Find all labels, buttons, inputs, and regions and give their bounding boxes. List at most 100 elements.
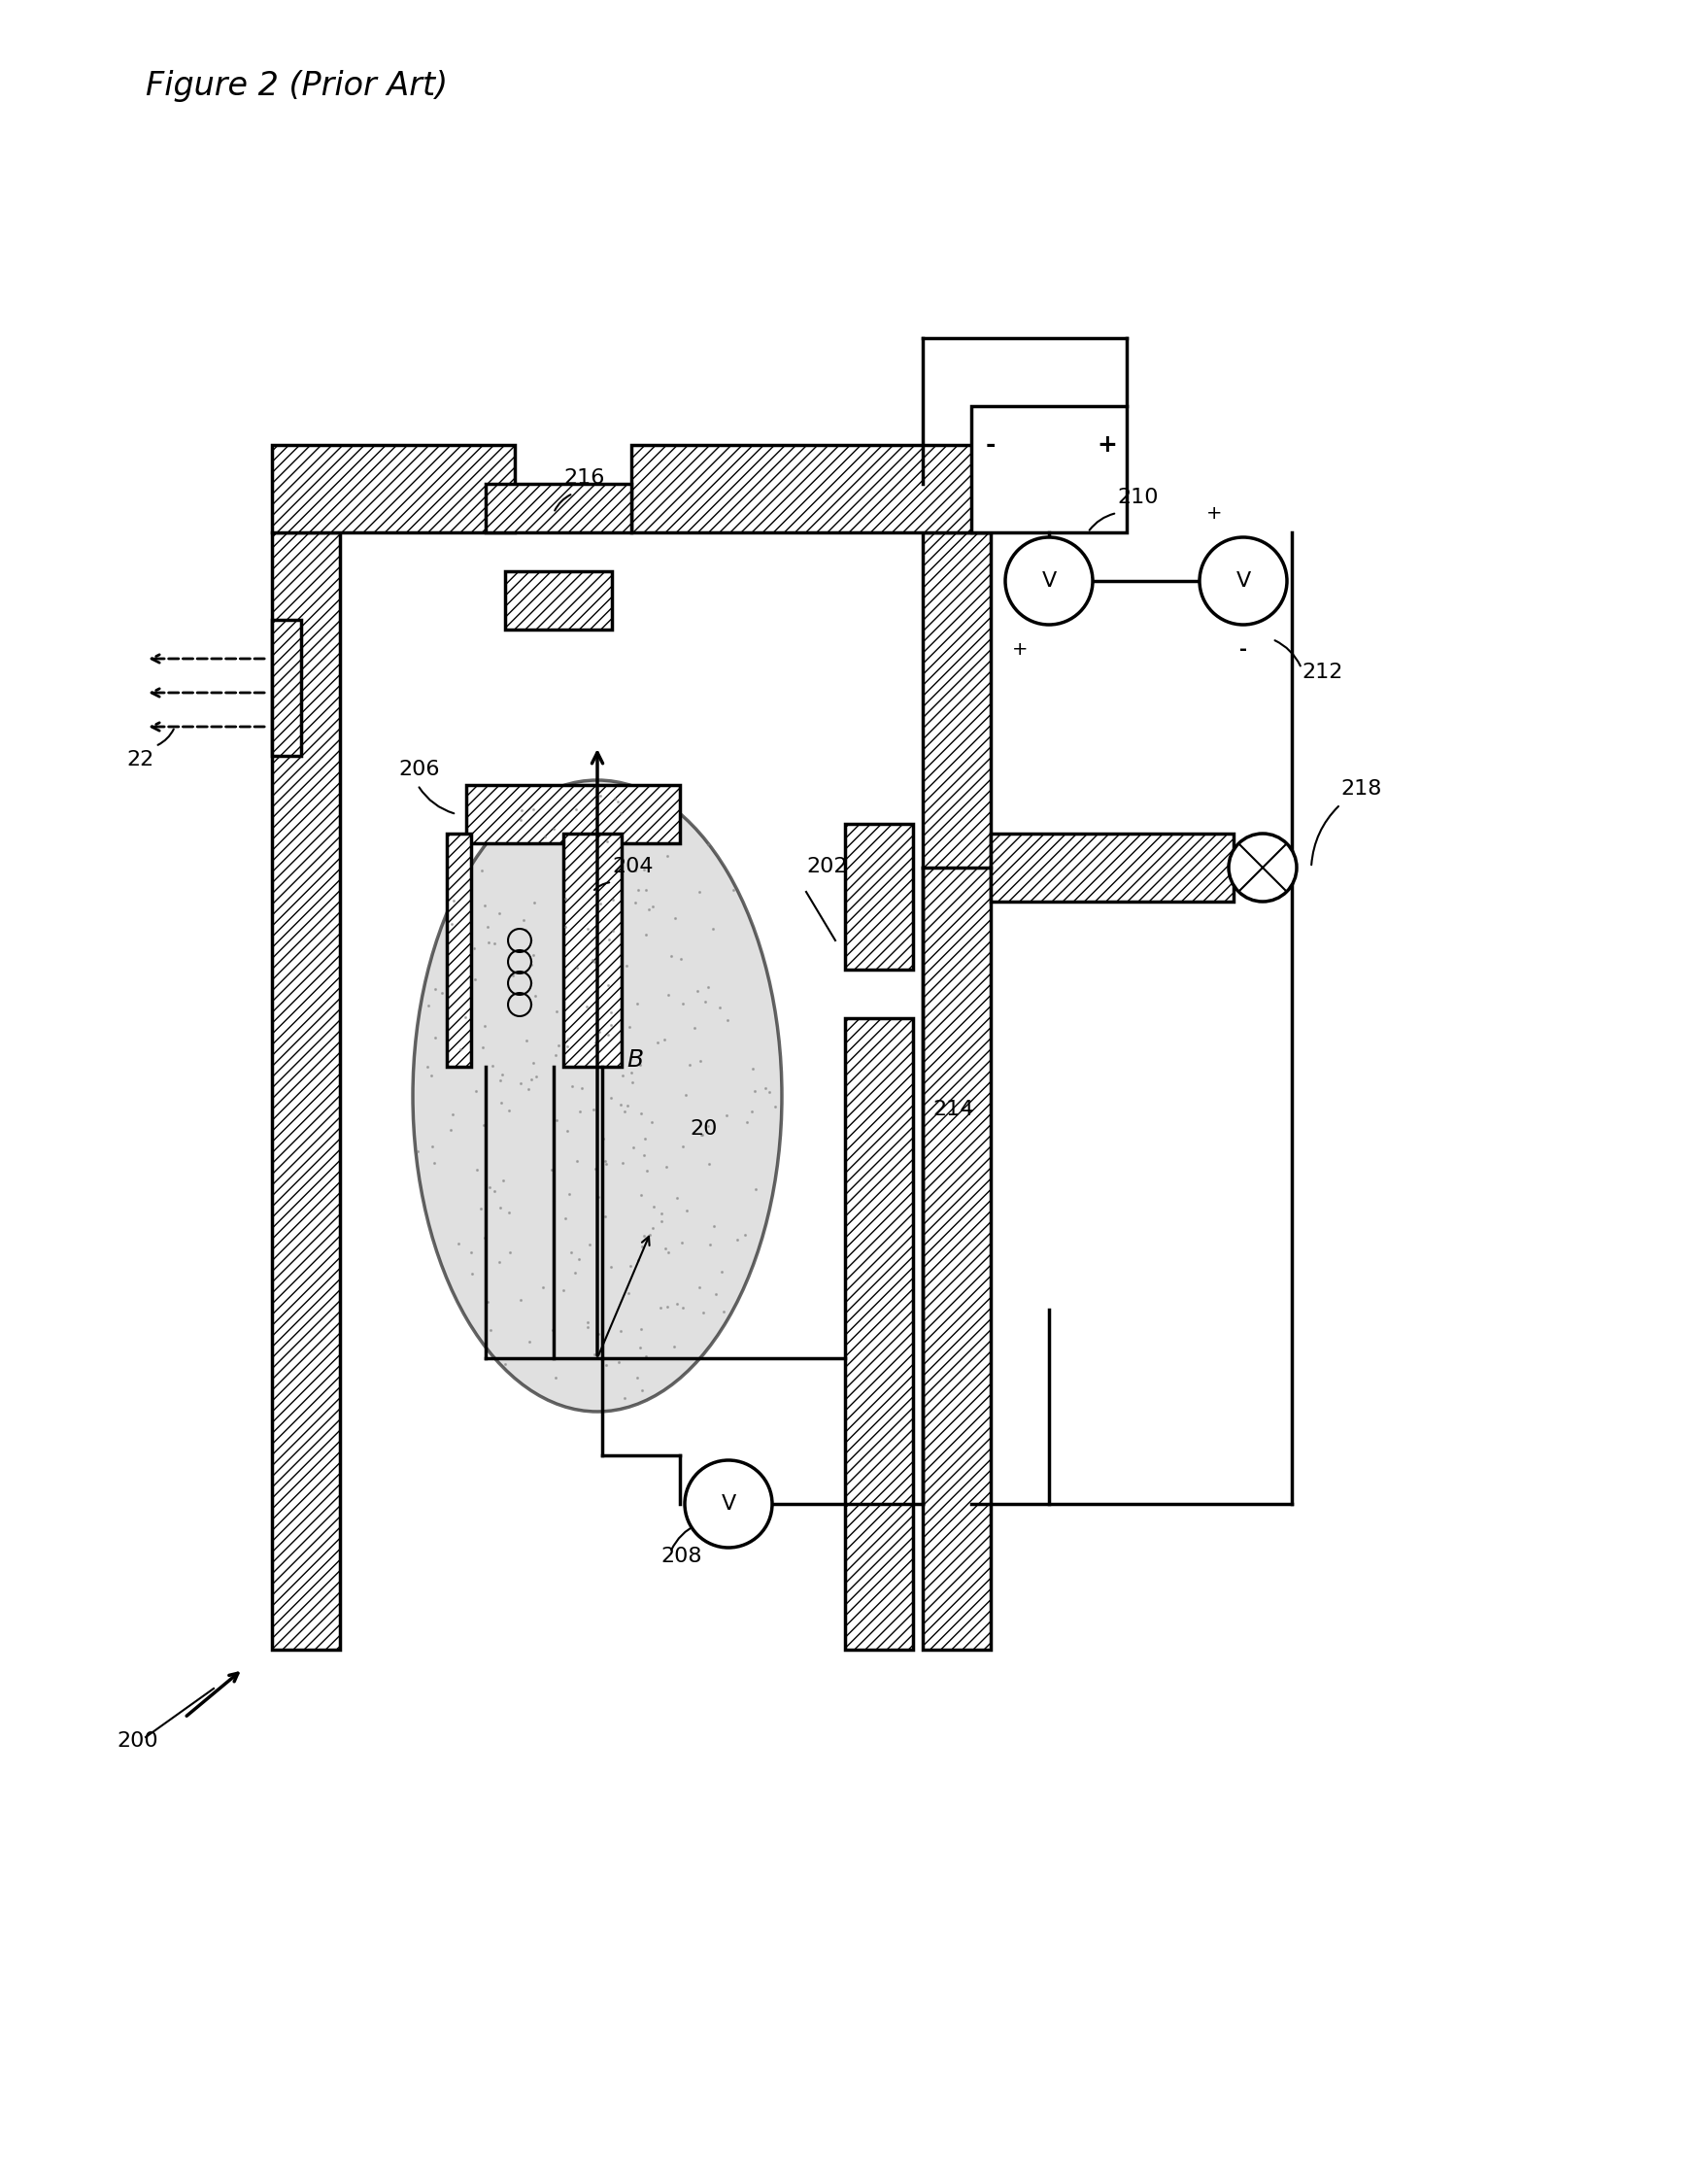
Point	[676, 1048, 703, 1083]
Text: V: V	[1042, 572, 1057, 590]
Point	[644, 1024, 671, 1059]
Point	[470, 1031, 497, 1066]
Text: 216: 216	[563, 467, 604, 487]
Point	[673, 1192, 700, 1227]
Point	[739, 1094, 766, 1129]
Point	[665, 1179, 692, 1214]
Point	[602, 782, 629, 817]
Point	[419, 1129, 446, 1164]
Point	[414, 1051, 441, 1085]
Point	[446, 1031, 473, 1066]
Point	[563, 950, 590, 985]
Point	[632, 1223, 659, 1258]
Point	[707, 989, 734, 1024]
Point	[714, 1099, 741, 1133]
Point	[578, 941, 605, 976]
Point	[487, 1064, 514, 1099]
Bar	[631, 446, 991, 533]
Point	[590, 1120, 617, 1155]
Point	[756, 1075, 783, 1109]
Point	[551, 880, 578, 915]
Point	[695, 1109, 722, 1144]
Point	[607, 1313, 634, 1348]
Point	[585, 1179, 612, 1214]
Point	[563, 1144, 590, 1179]
Point	[485, 1245, 512, 1280]
Point	[472, 889, 499, 924]
Point	[480, 926, 507, 961]
Point	[654, 1289, 681, 1324]
Text: 210: 210	[1118, 487, 1158, 507]
Text: 22: 22	[127, 749, 154, 769]
Point	[742, 1171, 769, 1206]
Point	[529, 1269, 556, 1304]
Point	[614, 1088, 641, 1123]
Point	[594, 968, 621, 1002]
Point	[600, 913, 627, 948]
Point	[604, 784, 631, 819]
Point	[639, 889, 666, 924]
Point	[599, 882, 626, 917]
Point	[670, 1129, 697, 1164]
Point	[470, 1107, 497, 1142]
Point	[619, 1129, 646, 1164]
Point	[495, 1195, 523, 1230]
Point	[516, 1324, 543, 1358]
Text: +: +	[1011, 640, 1028, 657]
Bar	[446, 834, 472, 1066]
Point	[568, 1070, 595, 1105]
Bar	[971, 406, 1126, 533]
Point	[639, 1190, 666, 1225]
Point	[592, 1199, 619, 1234]
Point	[463, 1072, 490, 1107]
Point	[487, 1190, 514, 1225]
Text: -: -	[986, 432, 996, 456]
Point	[551, 1201, 578, 1236]
Point	[627, 1046, 654, 1081]
Bar	[563, 834, 622, 1066]
Point	[499, 957, 526, 992]
Point	[732, 1216, 759, 1251]
Point	[685, 1271, 712, 1306]
Point	[651, 1232, 678, 1267]
Point	[654, 1234, 681, 1269]
Point	[477, 1171, 504, 1206]
Point	[634, 891, 661, 926]
Point	[440, 1096, 467, 1131]
Point	[543, 994, 570, 1029]
Text: +: +	[1206, 505, 1223, 522]
Point	[594, 823, 621, 858]
Point	[632, 871, 659, 906]
Point	[709, 1254, 736, 1289]
Point	[523, 1059, 550, 1094]
Text: 208: 208	[661, 1546, 702, 1566]
Point	[639, 1105, 666, 1140]
Point	[463, 1151, 490, 1186]
Point	[582, 1024, 609, 1059]
Point	[479, 1048, 506, 1083]
Point	[582, 943, 609, 978]
Point	[438, 906, 465, 941]
Point	[509, 902, 536, 937]
Point	[458, 1256, 485, 1291]
Point	[514, 1022, 541, 1057]
Point	[607, 1088, 634, 1123]
Text: Figure 2 (Prior Art): Figure 2 (Prior Art)	[145, 70, 448, 103]
Bar	[485, 485, 631, 533]
Point	[626, 1330, 653, 1365]
Point	[451, 1000, 479, 1035]
Point	[558, 1236, 585, 1271]
Point	[624, 1243, 651, 1278]
Point	[624, 987, 651, 1022]
Point	[573, 989, 600, 1024]
Point	[646, 1291, 673, 1326]
Bar	[846, 823, 913, 970]
Point	[473, 1284, 501, 1319]
Point	[582, 1151, 609, 1186]
Point	[752, 1070, 780, 1105]
Point	[592, 1144, 619, 1179]
Point	[724, 1223, 751, 1258]
Point	[541, 1361, 568, 1396]
Point	[631, 852, 658, 887]
Point	[421, 972, 448, 1007]
